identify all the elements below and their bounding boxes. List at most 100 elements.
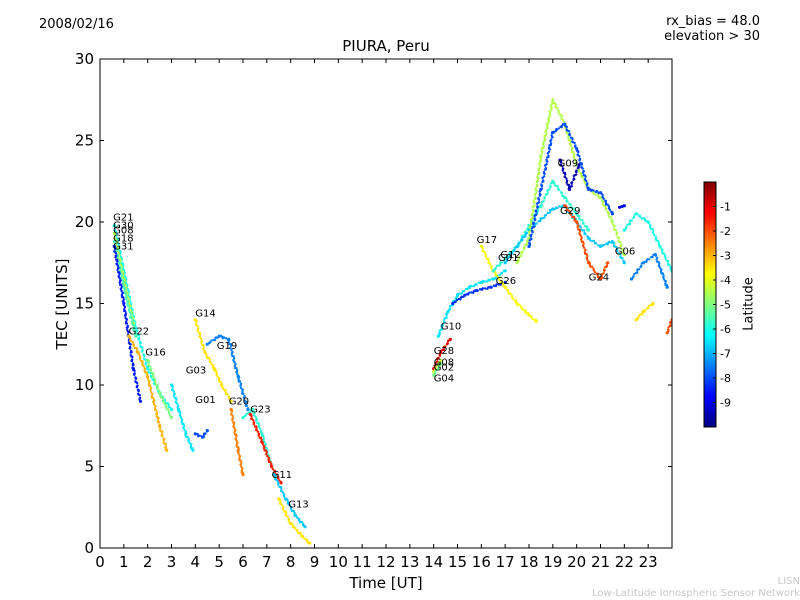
track-dot — [131, 364, 134, 367]
track-dot — [133, 373, 136, 376]
track-dot — [659, 246, 662, 249]
track-dot — [116, 264, 120, 267]
track-dot — [222, 387, 225, 391]
prn-label: G01 — [498, 253, 518, 264]
colorbar-tick-label: -7 — [720, 348, 731, 361]
track-dot — [573, 156, 576, 160]
track-dot — [637, 316, 640, 319]
data-point — [203, 350, 207, 354]
track-dot — [122, 272, 125, 275]
data-point — [651, 301, 655, 306]
track-dot — [535, 209, 538, 212]
track-dot — [141, 350, 144, 353]
track-dot — [530, 221, 533, 224]
track-dot — [569, 213, 573, 216]
track-dot — [639, 215, 642, 219]
track-dot — [440, 327, 444, 331]
track-dot — [550, 138, 553, 141]
track-dot — [595, 242, 598, 245]
series-g06 — [622, 212, 672, 273]
track-dot — [127, 330, 130, 334]
track-dot — [664, 254, 667, 257]
track-dot — [584, 248, 587, 252]
prn-label: G28 — [434, 346, 454, 357]
track-dot — [588, 262, 592, 265]
track-dot — [195, 321, 198, 324]
track-dot — [240, 465, 243, 468]
track-dot — [232, 359, 235, 362]
track-dot — [126, 300, 130, 303]
track-dot — [555, 128, 559, 131]
track-dot — [136, 381, 139, 385]
track-dot — [237, 378, 240, 381]
track-dot — [218, 376, 221, 380]
track-dot — [237, 376, 241, 379]
track-dot — [236, 373, 239, 376]
track-dot — [235, 439, 238, 442]
track-dot — [438, 331, 441, 335]
track-dot — [556, 206, 559, 210]
track-dot — [584, 175, 587, 178]
series-g06d — [618, 204, 626, 209]
track-dot — [576, 221, 579, 225]
track-dot — [288, 504, 291, 507]
y-tick-label: 25 — [75, 132, 94, 150]
track-dot — [590, 188, 594, 192]
track-dot — [662, 252, 666, 255]
track-dot — [264, 443, 267, 446]
track-dot — [662, 276, 665, 279]
track-dot — [121, 292, 124, 295]
track-dot — [484, 255, 487, 258]
track-dot — [125, 318, 129, 321]
track-dot — [577, 151, 580, 154]
x-tick-label: 9 — [310, 553, 320, 571]
track-dot — [113, 247, 117, 251]
track-dot — [585, 256, 588, 260]
track-dot — [462, 289, 466, 293]
track-dot — [534, 196, 537, 199]
track-dot — [524, 235, 527, 238]
track-dot — [498, 278, 501, 282]
track-dot — [487, 261, 491, 264]
track-dot — [585, 179, 588, 183]
track-dot — [509, 292, 512, 295]
track-dot — [273, 469, 277, 473]
track-dot — [152, 403, 156, 406]
track-dot — [507, 292, 511, 295]
track-dot — [238, 380, 242, 383]
track-dot — [667, 260, 670, 263]
track-dot — [121, 270, 125, 273]
track-dot — [233, 431, 236, 434]
track-dot — [532, 200, 535, 203]
track-dot — [565, 177, 568, 180]
track-dot — [572, 151, 575, 154]
track-dot — [214, 369, 217, 372]
track-dot — [280, 487, 283, 490]
track-dot — [235, 435, 238, 438]
track-dot — [202, 347, 205, 351]
track-dot — [157, 421, 160, 424]
track-dot — [537, 196, 540, 200]
track-dot — [257, 423, 261, 426]
track-dot — [131, 308, 134, 311]
track-dot — [603, 268, 606, 271]
track-dot — [270, 462, 273, 466]
track-dot — [125, 326, 129, 329]
track-dot — [230, 348, 233, 352]
track-dot — [475, 283, 478, 286]
x-tick-label: 18 — [519, 553, 538, 571]
track-dot — [124, 275, 127, 279]
prn-label: G19 — [217, 341, 237, 352]
track-dot — [293, 511, 296, 514]
track-dot — [237, 453, 241, 456]
track-dot — [651, 255, 654, 259]
track-dot — [123, 290, 126, 293]
track-dot — [553, 207, 556, 211]
track-dot — [511, 252, 514, 255]
track-dot — [149, 384, 152, 387]
track-dot — [262, 436, 266, 440]
track-dot — [592, 239, 596, 243]
track-dot — [550, 107, 553, 111]
track-dot — [534, 187, 537, 191]
track-dot — [546, 126, 549, 129]
